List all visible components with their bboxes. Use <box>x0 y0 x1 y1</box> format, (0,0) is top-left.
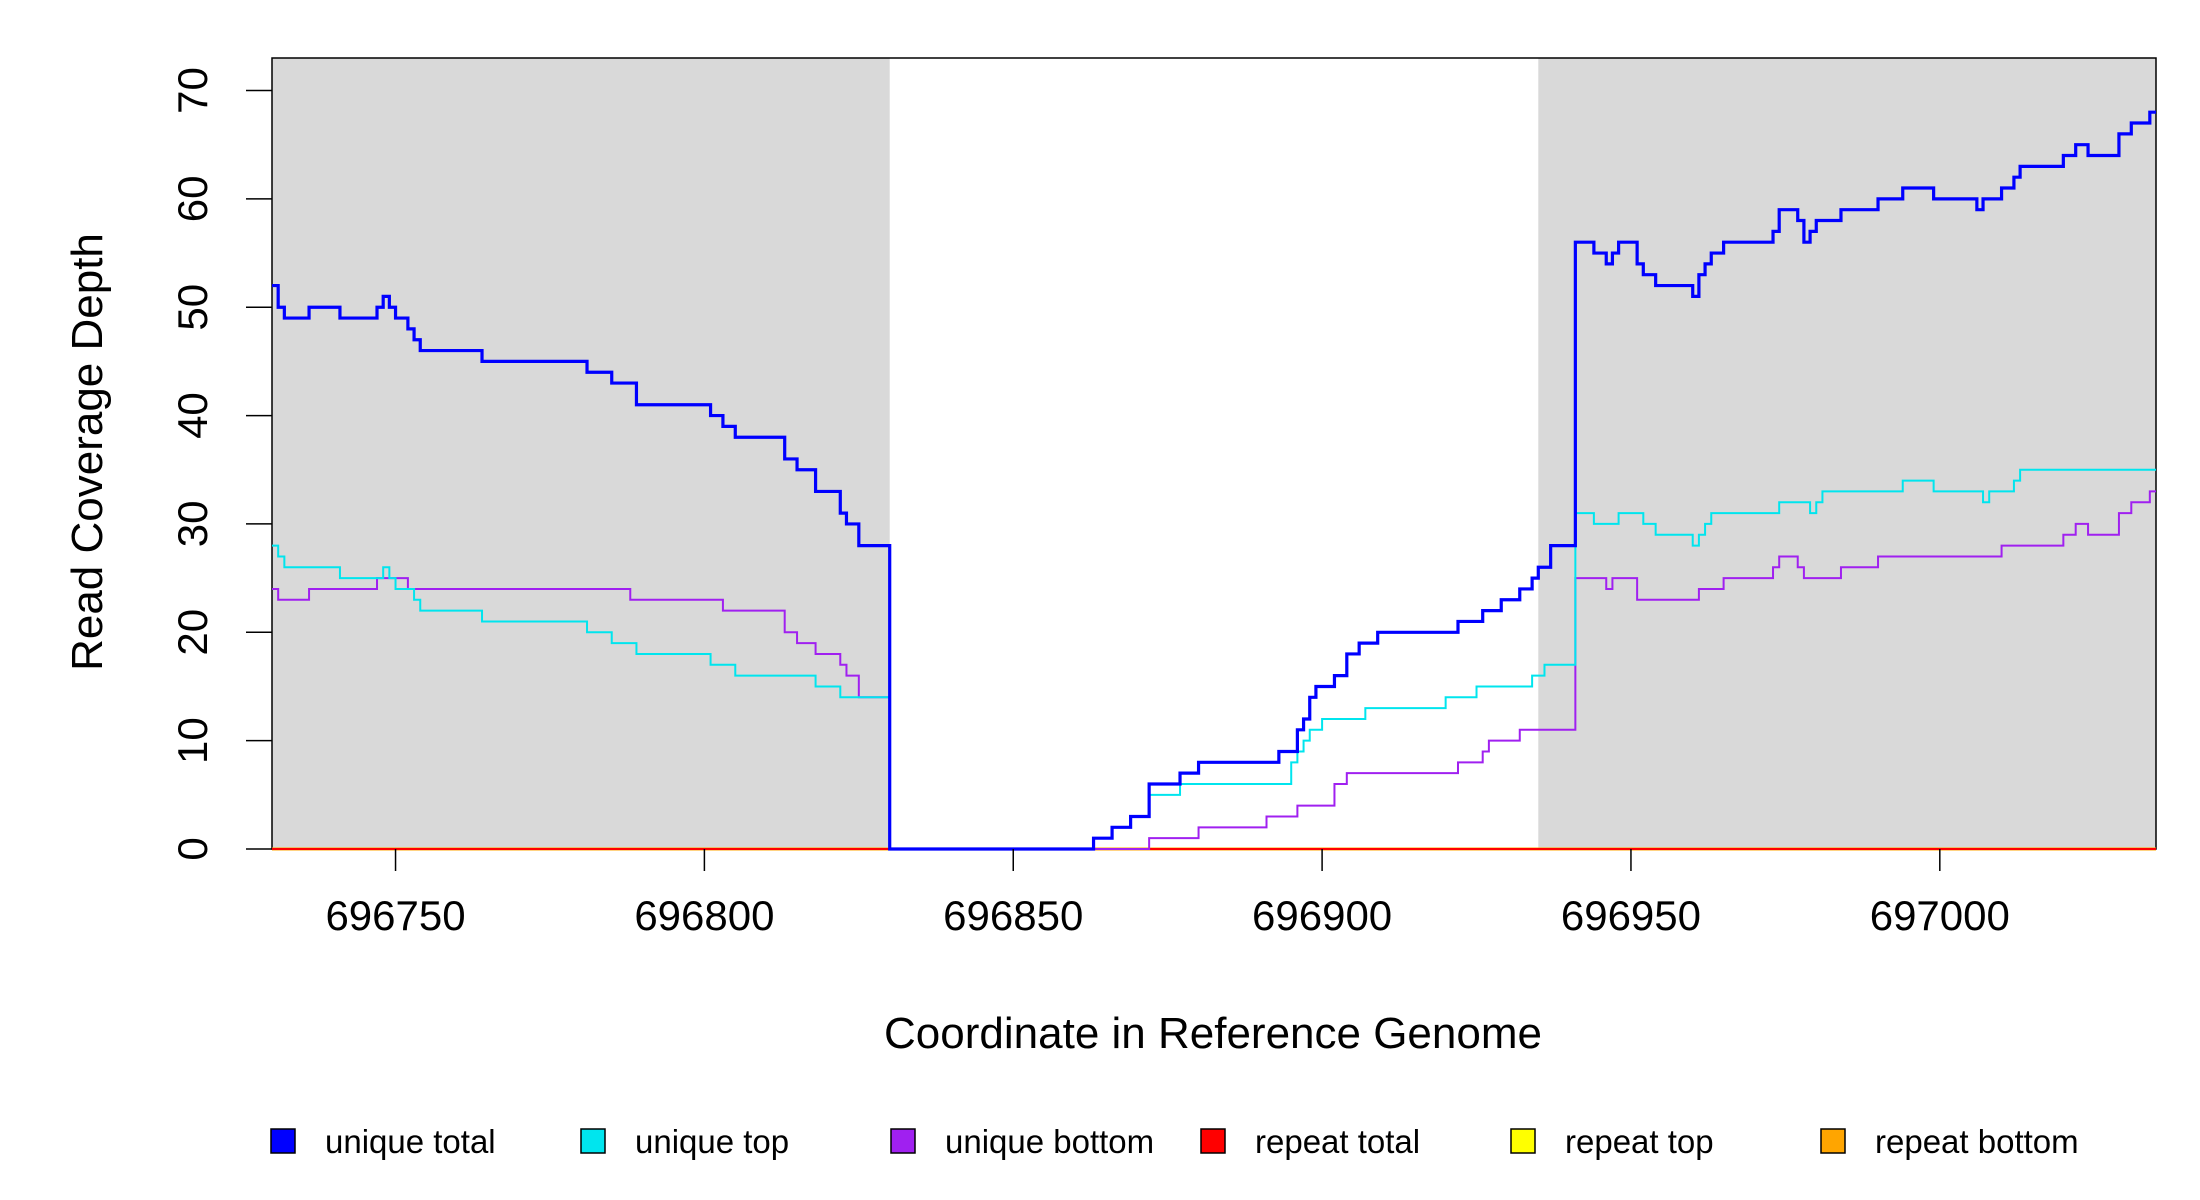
legend-item-unique-bottom: unique bottom <box>890 1123 1154 1160</box>
x-tick-label: 696800 <box>634 892 774 939</box>
shaded-region-2 <box>1538 58 2156 849</box>
legend-item-unique-total: unique total <box>270 1123 496 1160</box>
x-axis: 696750 696800 696850 696900 696950 697000 <box>325 849 2010 939</box>
legend-item-repeat-total: repeat total <box>1200 1123 1420 1160</box>
legend-swatch <box>580 1128 606 1154</box>
legend-item-unique-top: unique top <box>580 1123 789 1160</box>
legend: unique total unique top unique bottom repea… <box>270 1123 2079 1160</box>
series-line-unique-total <box>272 110 2156 851</box>
series-line-unique-top <box>272 468 2156 850</box>
x-tick-label: 697000 <box>1870 892 2010 939</box>
legend-item-repeat-bottom: repeat bottom <box>1820 1123 2079 1160</box>
y-axis: 0 10 20 30 40 50 60 70 <box>169 67 272 861</box>
x-axis-title: Coordinate in Reference Genome <box>884 1009 1542 1058</box>
x-tick-label: 696900 <box>1252 892 1392 939</box>
series-line-unique-bottom <box>272 490 2156 850</box>
legend-swatch <box>1200 1128 1226 1154</box>
series-lines <box>272 110 2156 851</box>
y-tick-label: 20 <box>169 609 216 656</box>
legend-label: unique total <box>325 1123 496 1160</box>
legend-label: repeat bottom <box>1875 1123 2079 1160</box>
legend-label: unique top <box>635 1123 789 1160</box>
y-tick-label: 0 <box>169 837 216 860</box>
legend-swatch <box>890 1128 916 1154</box>
y-tick-label: 60 <box>169 176 216 223</box>
y-tick-label: 30 <box>169 501 216 548</box>
legend-swatch <box>1510 1128 1536 1154</box>
legend-label: repeat top <box>1565 1123 1714 1160</box>
y-axis-title: Read Coverage Depth <box>63 233 112 671</box>
y-tick-label: 70 <box>169 67 216 114</box>
legend-swatch <box>1820 1128 1846 1154</box>
legend-label: unique bottom <box>945 1123 1154 1160</box>
shaded-region-1 <box>272 58 890 849</box>
y-tick-label: 50 <box>169 284 216 331</box>
shaded-regions <box>272 58 2156 849</box>
legend-label: repeat total <box>1255 1123 1420 1160</box>
x-tick-label: 696850 <box>943 892 1083 939</box>
y-tick-label: 10 <box>169 717 216 764</box>
x-tick-label: 696750 <box>325 892 465 939</box>
legend-item-repeat-top: repeat top <box>1510 1123 1714 1160</box>
x-tick-label: 696950 <box>1561 892 1701 939</box>
y-tick-label: 40 <box>169 392 216 439</box>
legend-swatch <box>270 1128 296 1154</box>
